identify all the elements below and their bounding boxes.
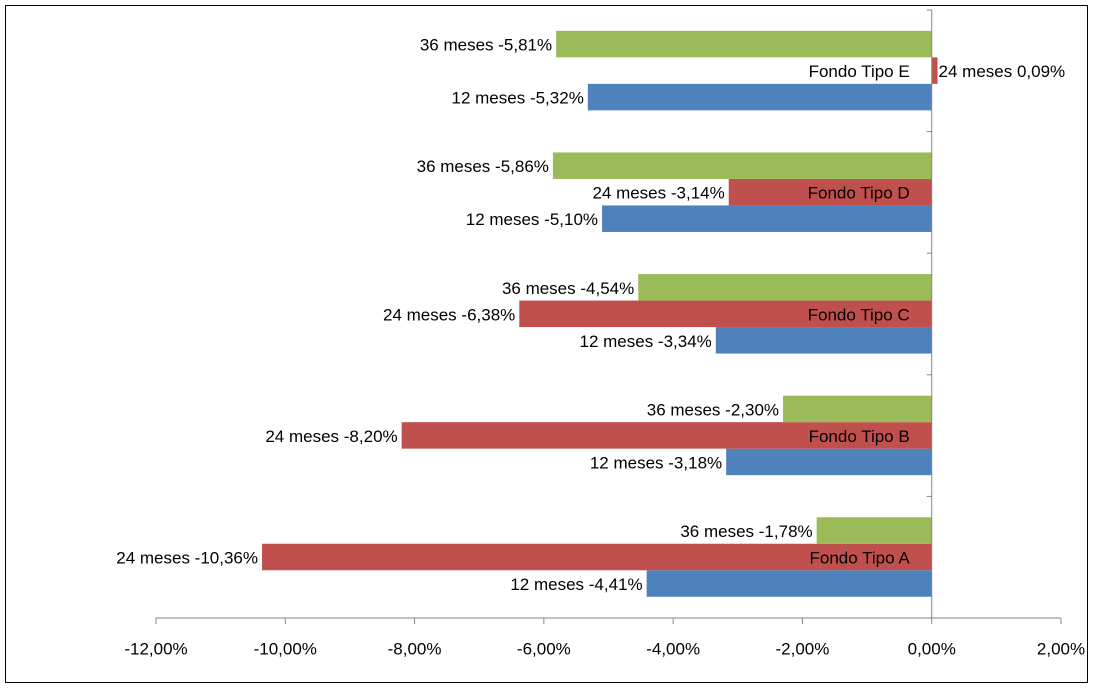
data-label: 12 meses -4,41% xyxy=(510,575,642,594)
bar-36-meses-fondo-tipo-d xyxy=(552,152,932,179)
x-tick-label: 0,00% xyxy=(908,640,956,659)
bar-12-meses-fondo-tipo-d xyxy=(602,205,932,232)
bar-12-meses-fondo-tipo-a xyxy=(646,570,932,597)
bar-12-meses-fondo-tipo-e xyxy=(587,83,932,111)
x-tick-label: -2,00% xyxy=(775,640,829,659)
data-label: 12 meses -5,32% xyxy=(452,89,584,108)
bar-24-meses-fondo-tipo-b xyxy=(401,422,932,449)
data-label: 12 meses -3,18% xyxy=(590,453,722,472)
x-tick-label: -12,00% xyxy=(124,640,187,659)
bar-36-meses-fondo-tipo-c xyxy=(638,274,932,301)
data-label: 24 meses -8,20% xyxy=(265,427,397,446)
data-label: 12 meses -5,10% xyxy=(466,210,598,229)
bar-12-meses-fondo-tipo-b xyxy=(726,448,932,476)
x-tick-label: -10,00% xyxy=(254,640,317,659)
data-label: 24 meses -3,14% xyxy=(592,184,724,203)
data-label: 24 meses -10,36% xyxy=(116,549,258,568)
data-label: 24 meses 0,09% xyxy=(939,62,1066,81)
bar-12-meses-fondo-tipo-c xyxy=(715,327,932,354)
x-tick-label: -6,00% xyxy=(517,640,571,659)
data-label: 36 meses -2,30% xyxy=(647,400,779,419)
bar-24-meses-fondo-tipo-a xyxy=(262,543,932,571)
x-tick-label: -8,00% xyxy=(388,640,442,659)
data-label: 12 meses -3,34% xyxy=(580,332,712,351)
data-label: 36 meses -1,78% xyxy=(680,522,812,541)
category-label: Fondo Tipo A xyxy=(810,549,911,568)
x-tick-label: 2,00% xyxy=(1037,640,1085,659)
bar-24-meses-fondo-tipo-d xyxy=(728,178,932,206)
category-label: Fondo Tipo D xyxy=(808,184,910,203)
data-label: 36 meses -4,54% xyxy=(502,279,634,298)
bar-36-meses-fondo-tipo-a xyxy=(816,517,932,544)
category-label: Fondo Tipo B xyxy=(809,427,910,446)
x-tick-label: -4,00% xyxy=(646,640,700,659)
data-label: 36 meses -5,86% xyxy=(417,157,549,176)
data-label: 24 meses -6,38% xyxy=(383,305,515,324)
bar-36-meses-fondo-tipo-e xyxy=(556,30,932,58)
bar-24-meses-fondo-tipo-e xyxy=(931,57,938,84)
bar-36-meses-fondo-tipo-b xyxy=(783,395,932,423)
bar-24-meses-fondo-tipo-c xyxy=(519,300,932,328)
category-label: Fondo Tipo E xyxy=(809,62,910,81)
data-label: 36 meses -5,81% xyxy=(420,36,552,55)
category-label: Fondo Tipo C xyxy=(808,305,910,324)
